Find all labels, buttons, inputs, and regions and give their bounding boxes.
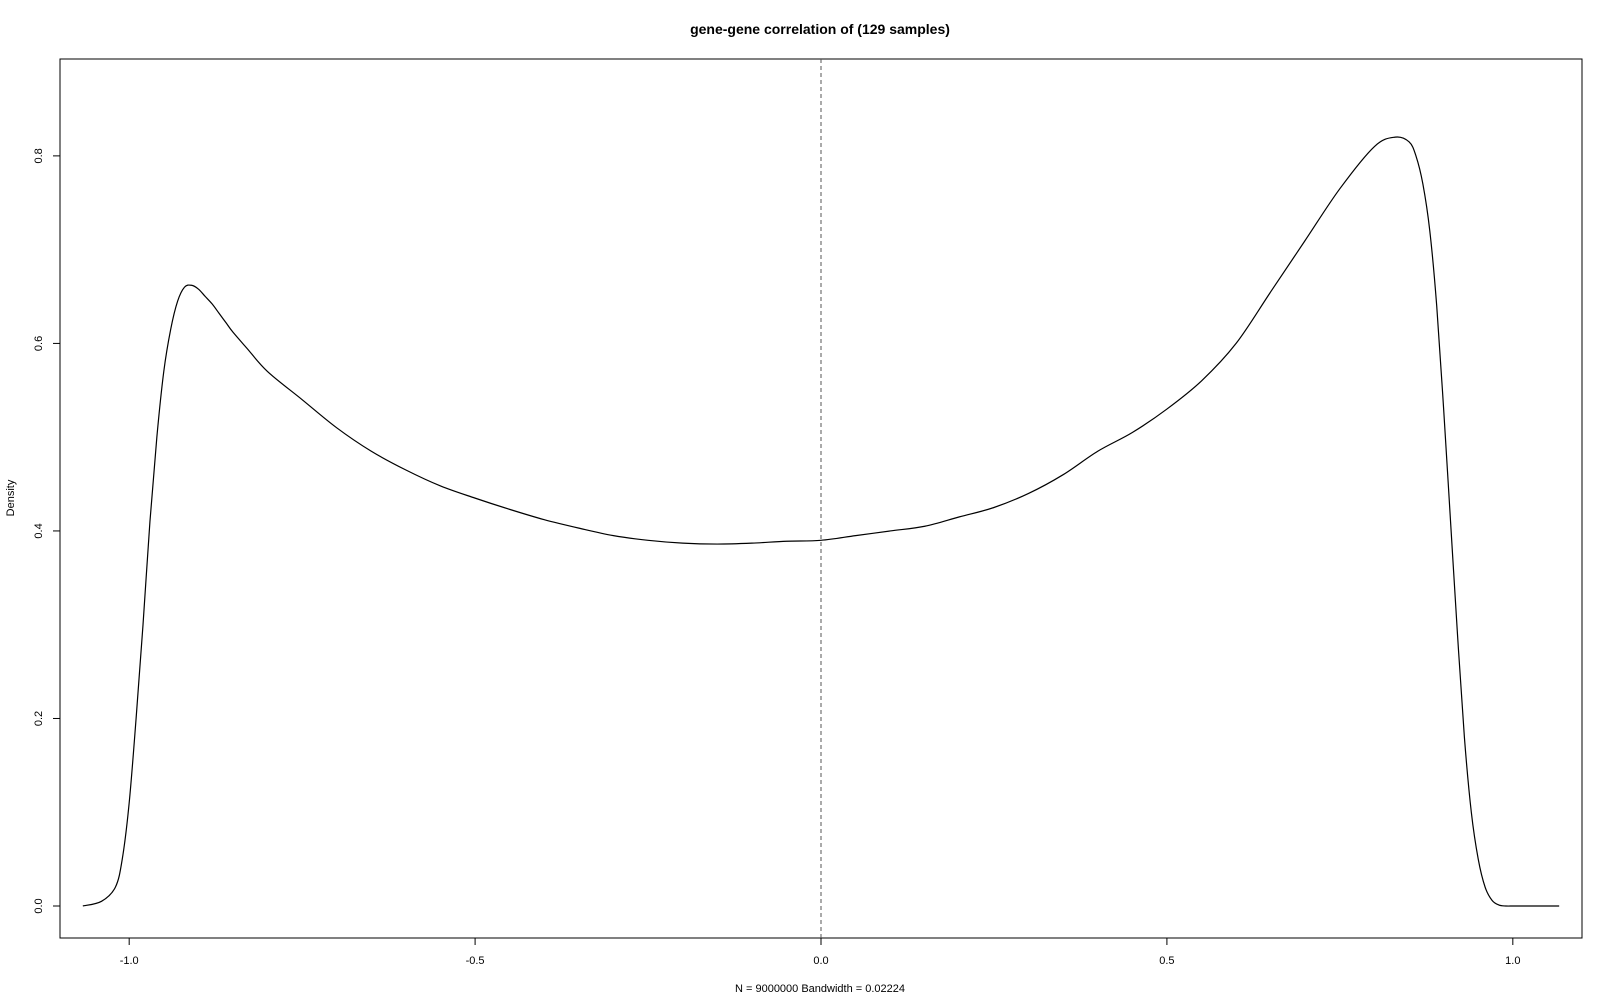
x-axis: -1.0 -0.5 0.0 0.5 1.0 bbox=[120, 937, 1520, 967]
x-tick-label: 0.5 bbox=[1159, 955, 1174, 967]
y-tick-label: 0.6 bbox=[33, 336, 45, 351]
x-tick-label: 1.0 bbox=[1505, 955, 1520, 967]
y-tick-label: 0.4 bbox=[33, 523, 45, 538]
density-curve bbox=[82, 136, 1560, 907]
x-tick-label: -1.0 bbox=[120, 955, 139, 967]
y-axis: 0.0 0.2 0.4 0.6 0.8 bbox=[33, 148, 61, 914]
x-axis-label: N = 9000000 Bandwidth = 0.02224 bbox=[735, 983, 905, 995]
x-tick-label: -0.5 bbox=[466, 955, 485, 967]
x-tick-label: 0.0 bbox=[813, 955, 828, 967]
y-tick-label: 0.8 bbox=[33, 148, 45, 163]
y-tick-label: 0.0 bbox=[33, 898, 45, 913]
chart-title: gene-gene correlation of (129 samples) bbox=[690, 21, 950, 37]
y-axis-label: Density bbox=[5, 479, 17, 516]
y-tick-label: 0.2 bbox=[33, 711, 45, 726]
